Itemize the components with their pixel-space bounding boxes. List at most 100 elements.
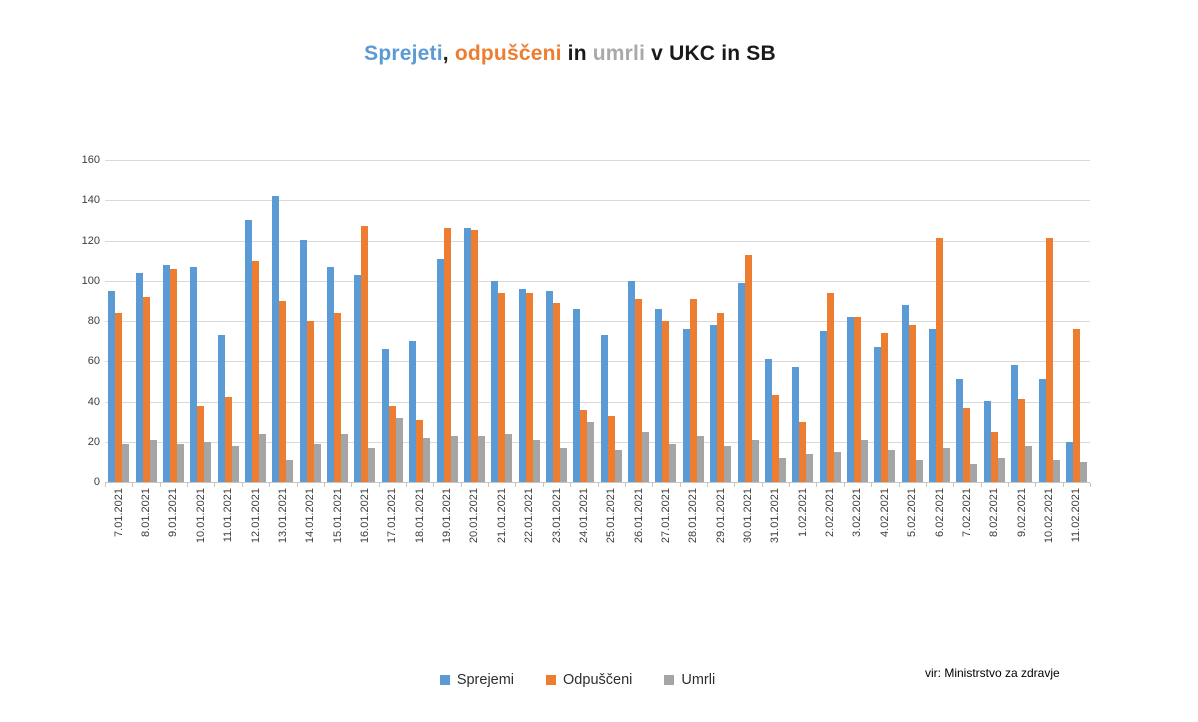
bar-sprejemi [956,379,964,482]
x-tick-label: 13.01.2021 [276,488,289,544]
axis-tick [187,483,189,487]
x-tick-label: 21.01.2021 [495,488,508,544]
x-tick-label: 2.02.2021 [824,488,837,537]
bar-odpusceni [525,293,533,482]
gridline [105,240,1090,242]
title-segment: , [442,42,455,65]
bar-odpusceni [580,410,588,482]
gridline [105,200,1090,202]
x-tick-label: 9.01.2021 [167,488,180,537]
bar-odpusceni [990,432,998,482]
bar-umrli [560,448,567,482]
bar-umrli [204,442,212,482]
bar-odpusceni [498,293,506,482]
bar-odpusceni [1018,399,1026,482]
bar-umrli [696,436,704,482]
axis-tick [296,483,298,487]
legend-item: Sprejemi [439,672,514,688]
bar-odpusceni [1072,329,1080,482]
bar-sprejemi [901,305,909,482]
y-tick-label: 140 [81,194,100,207]
x-tick-label: 22.01.2021 [523,488,536,544]
bar-odpusceni [252,261,259,482]
title-segment: umrli [592,42,646,65]
x-tick-label: 8.02.2021 [988,488,1001,537]
x-tick-label: 20.01.2021 [468,488,481,544]
gridline [105,160,1090,161]
bar-umrli [1025,446,1033,482]
bar-umrli [724,446,732,482]
y-tick-label: 40 [87,395,100,408]
bar-sprejemi [327,267,335,482]
bar-sprejemi [792,367,800,482]
bar-odpusceni [553,303,560,482]
bar-odpusceni [115,313,123,482]
bar-sprejemi [573,309,581,482]
x-tick-label: 19.01.2021 [441,488,453,544]
x-tick-label: 25.01.2021 [605,488,618,544]
bar-sprejemi [874,347,882,482]
bar-sprejemi [135,273,143,482]
bar-odpusceni [142,297,150,482]
axis-tick [570,483,572,487]
bar-odpusceni [717,313,725,482]
bar-umrli [642,432,649,482]
legend-swatch-icon [546,675,557,685]
bar-umrli [149,440,157,482]
axis-tick [843,483,845,487]
y-tick-label: 80 [87,315,100,327]
bar-odpusceni [936,238,943,482]
axis-tick [515,483,517,487]
y-tick-label: 120 [81,234,100,247]
bar-odpusceni [607,416,615,482]
x-tick-label: 23.01.2021 [550,488,563,544]
axis-tick [1007,483,1009,487]
y-tick-label: 20 [87,435,100,448]
bar-umrli [176,444,184,482]
bar-umrli [833,452,841,482]
axis-tick [706,483,708,487]
legend-item: Umrli [664,672,715,688]
axis-tick [105,483,106,487]
x-tick-label: 4.02.2021 [878,488,891,537]
bar-umrli [395,418,403,482]
bar-odpusceni [197,406,205,482]
x-tick-label: 11.01.2021 [222,488,235,543]
bar-umrli [122,444,130,482]
bar-odpusceni [443,228,451,482]
bar-odpusceni [689,299,697,482]
x-tick-label: 7.01.2021 [112,488,125,537]
bar-odpusceni [306,321,314,482]
chart-title: Sprejeti, odpuščeni in umrli v UKC in SB [0,42,1140,66]
bar-sprejemi [436,259,444,482]
axis-tick [406,483,407,487]
bar-odpusceni [826,293,834,482]
x-tick-label: 1.02.2021 [796,488,809,537]
title-segment: Sprejeti [364,42,443,65]
bar-umrli [1079,462,1087,482]
x-tick-label: 14.01.2021 [304,488,317,544]
bar-sprejemi [682,329,690,482]
bar-umrli [286,460,294,482]
bar-umrli [806,454,814,482]
x-tick-label: 7.02.2021 [960,488,973,537]
bar-odpusceni [799,422,807,482]
x-tick-label: 15.01.2021 [331,488,344,544]
x-axis-line [105,482,1090,483]
axis-tick [241,483,243,487]
axis-tick [214,483,216,487]
bar-sprejemi [600,335,608,482]
x-tick-label: 8.01.2021 [140,488,152,537]
axis-tick [323,483,325,487]
bar-umrli [614,450,622,482]
x-tick-label: 3.02.2021 [851,488,864,537]
axis-tick [624,483,626,487]
bar-umrli [970,464,978,482]
bar-sprejemi [463,228,471,482]
axis-tick [816,483,818,487]
axis-tick [159,483,161,487]
bar-odpusceni [853,317,861,482]
y-tick-label: 0 [93,476,100,488]
x-tick-label: 12.01.2021 [249,488,262,544]
